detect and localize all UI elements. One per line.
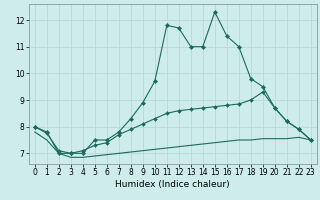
- X-axis label: Humidex (Indice chaleur): Humidex (Indice chaleur): [116, 180, 230, 189]
